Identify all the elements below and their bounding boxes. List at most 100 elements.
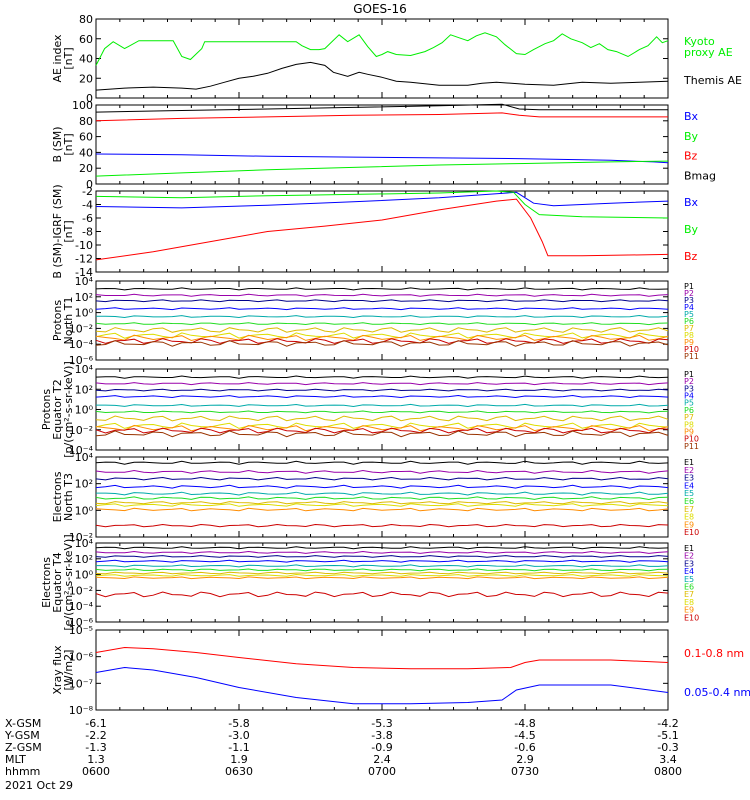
legend-label: P4 — [684, 303, 694, 312]
footer-row-value: -4.8 — [514, 717, 535, 730]
legend-label: E5 — [684, 575, 694, 584]
legend-label: E10 — [684, 528, 699, 537]
legend-label: P6 — [684, 406, 694, 415]
series-line — [95, 523, 669, 528]
y-tick-label: 10⁴ — [75, 363, 94, 376]
legend-label: P9 — [684, 427, 694, 436]
y-axis-label: ElectronsNorth T3 — [51, 471, 75, 522]
legend-label: P8 — [684, 331, 694, 340]
panel-frame — [95, 18, 669, 99]
legend-label: E8 — [684, 513, 694, 522]
series-line — [96, 564, 669, 568]
legend-label: P1 — [684, 282, 694, 291]
y-tick-label: -10 — [75, 239, 93, 252]
series-line — [95, 422, 669, 429]
footer-row-value: -5.8 — [228, 717, 249, 730]
y-tick-label: 10⁻² — [69, 584, 93, 597]
y-tick-label: 10⁰ — [75, 569, 94, 582]
panel-3: -14-12-10-8-6-4-2 B (SM)-IGRF (SM)[nT] Bx B… — [51, 184, 699, 279]
legend-label: Bz — [684, 250, 698, 263]
legend-label: Themis AE — [683, 74, 742, 87]
y-tick-label: 0 — [86, 178, 93, 191]
series-line — [95, 507, 669, 512]
series-line — [95, 287, 669, 291]
y-tick-label: 40 — [79, 146, 93, 159]
y-tick-label: 10² — [75, 383, 93, 396]
series-line — [95, 550, 669, 554]
legend-label: 0.1-0.8 nm — [684, 647, 744, 660]
legend-label: P11 — [684, 442, 699, 451]
y-tick-label: -6 — [82, 212, 93, 225]
y-tick-label: 10⁻⁶ — [69, 651, 94, 664]
y-tick-label: 10² — [75, 478, 93, 491]
footer-row-value: 0700 — [368, 765, 396, 778]
series-line — [95, 430, 669, 438]
footer-row-value: -3.0 — [228, 729, 249, 742]
legend-label: E2 — [684, 552, 694, 561]
series-line — [95, 388, 669, 392]
y-tick-label: 10⁴ — [75, 537, 94, 550]
footer-row-value: 0800 — [654, 765, 682, 778]
legend-label: E3 — [684, 474, 694, 483]
legend-label: P7 — [684, 324, 694, 333]
series-line — [95, 555, 669, 558]
y-tick-label: -2 — [82, 185, 93, 198]
series-line — [95, 576, 669, 580]
series-line — [95, 160, 669, 177]
footer-row-value: 3.4 — [659, 753, 677, 766]
legend-label: Bx — [684, 110, 699, 123]
footer-row-value: 2.9 — [516, 753, 534, 766]
legend-label: E4 — [684, 567, 694, 576]
y-tick-label: -14 — [75, 266, 93, 279]
legend-label: E5 — [684, 489, 694, 498]
legend-label: P2 — [684, 377, 694, 386]
y-tick-label: 10⁻⁴ — [69, 338, 94, 351]
series-line — [95, 568, 669, 572]
series-line — [95, 293, 669, 297]
footer-row-value: 2.4 — [373, 753, 391, 766]
y-tick-label: 10⁻⁸ — [69, 704, 94, 717]
legend-label: Bmag — [684, 169, 716, 182]
footer-row-value: -0.6 — [514, 741, 535, 754]
series-line — [95, 546, 669, 550]
y-tick-label: 10⁻⁶ — [69, 616, 94, 629]
y-axis-label: ProtonsNorth T1 — [51, 297, 75, 345]
series-line — [95, 61, 669, 91]
legend-label: P6 — [684, 317, 694, 326]
footer-row-value: 1.3 — [87, 753, 105, 766]
y-tick-label: 40 — [79, 53, 93, 66]
legend-label: P10 — [684, 435, 699, 444]
y-axis-label: B (SM)-IGRF (SM)[nT] — [51, 184, 75, 278]
legend-label: 0.05-0.4 nm — [684, 686, 750, 699]
footer-row-value: -3.8 — [371, 729, 392, 742]
panel-frame — [95, 542, 669, 623]
footer-row-value: -4.2 — [657, 717, 678, 730]
footer-axis: X-GSM -6.1 -5.8 -5.3 -4.8 -4.2 Y-GSM -2.2 -3.0 -3… — [4, 717, 682, 778]
series-line — [95, 103, 668, 113]
legend-label: By — [684, 130, 699, 143]
y-tick-label: 20 — [79, 72, 93, 85]
footer-row-value: -1.1 — [228, 741, 249, 754]
y-tick-label: -12 — [75, 253, 93, 266]
y-tick-label: 80 — [79, 115, 93, 128]
series-line — [95, 394, 669, 399]
legend-label: E7 — [684, 590, 694, 599]
legend-label: E10 — [684, 613, 699, 622]
footer-row-label: hhmm — [5, 765, 40, 778]
footer-row-value: -6.1 — [85, 717, 106, 730]
footer-row-value: -1.3 — [85, 741, 106, 754]
footer-row-value: -5.1 — [657, 729, 678, 742]
series-line — [95, 484, 669, 489]
legend-label: E4 — [684, 481, 694, 490]
panel-frame — [95, 190, 669, 273]
footer-row-value: 0600 — [82, 765, 110, 778]
panel-frame — [95, 629, 669, 711]
series-line — [96, 314, 669, 319]
panel-1: 0 20 40 60 80 AE index[nT] Kyoto proxy AE Themis… — [51, 13, 742, 105]
legend-label: P2 — [684, 289, 694, 298]
series-line — [95, 299, 669, 303]
legend-label: P10 — [684, 345, 699, 354]
panel-2: 0 20 40 60 80 100 B (SM)[nT] Bx By Bz Bmag — [51, 99, 716, 191]
